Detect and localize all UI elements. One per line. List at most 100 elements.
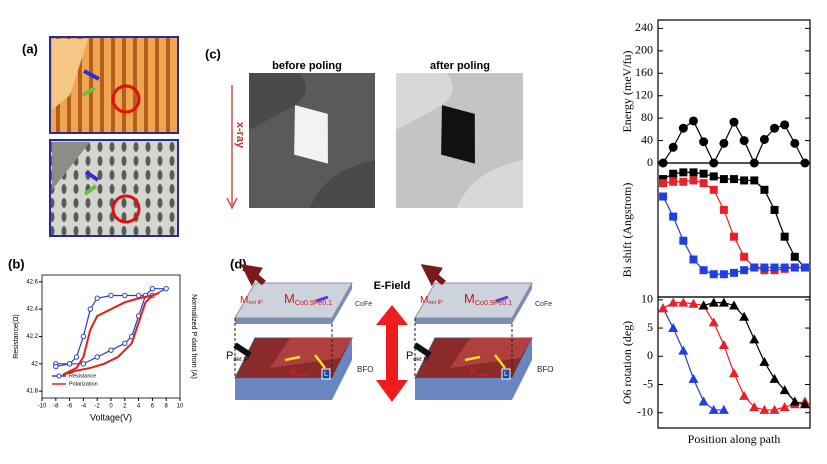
marker [719, 138, 729, 148]
marker [780, 232, 789, 241]
series-line [703, 302, 806, 405]
series-line [55, 288, 167, 368]
x-axis-label: Voltage(V) [90, 412, 132, 422]
l-box [501, 368, 511, 380]
label-main: P [406, 350, 413, 362]
marker [739, 311, 750, 321]
marker [659, 175, 668, 184]
marker [730, 268, 738, 277]
marker [80, 333, 87, 340]
panel-label: (c) [205, 46, 221, 61]
marker [94, 295, 100, 301]
marker [699, 179, 708, 188]
marker [699, 266, 708, 275]
marker [708, 297, 719, 307]
marker [698, 300, 709, 310]
arrow-mnet [240, 264, 266, 287]
schematic-label: BFO [537, 365, 553, 374]
marker [668, 142, 678, 152]
y-tick-label: 42 [31, 361, 38, 367]
marker [659, 179, 668, 188]
marker [53, 363, 59, 370]
axis-label: x-ray [234, 122, 246, 149]
marker [679, 177, 688, 186]
schematic-label: Pdet IP [406, 350, 429, 363]
bfo-edge [415, 338, 532, 400]
y-tick-label: 5 [647, 320, 653, 334]
marker [750, 263, 759, 272]
marker [66, 361, 73, 367]
marker [122, 340, 128, 347]
x-axis-label: Position along path [688, 432, 781, 446]
schematic-label: L [504, 371, 508, 378]
arrow-y [464, 354, 506, 369]
arrow-y [284, 354, 326, 369]
chart: 41.8 42 42.2 42.4 42.6 -10 -8 -6 -4 -2 0 2 4 6 8 10 Resi… [13, 274, 197, 422]
y-tick-label: 160 [635, 65, 653, 79]
label-sub: Co0.9Fe0.1 [295, 299, 332, 307]
label-main: P [226, 350, 233, 362]
field-label: E-Field [374, 280, 411, 292]
chart: 0 40 80 120 160 200 240 Energy (meV/fu) [620, 19, 811, 169]
marker [790, 252, 799, 261]
y-tick-label: 42.2 [26, 334, 38, 340]
marker [699, 137, 709, 147]
peem-image [396, 73, 523, 208]
x-tick-label: 8 [165, 404, 169, 410]
legend-label: Resistance [69, 373, 96, 379]
l-box [321, 368, 331, 380]
marker [749, 402, 760, 412]
schematic-label: Pdet IP [226, 350, 249, 363]
marker [658, 303, 669, 313]
marker [668, 297, 679, 307]
label-main: M [284, 291, 295, 306]
marker [719, 270, 728, 279]
afm-image [49, 36, 179, 134]
x-tick-label: 0 [109, 404, 113, 410]
label-sub: det IP [413, 357, 429, 363]
y-tick-label: 200 [635, 43, 653, 57]
marker [149, 285, 156, 292]
marker [718, 297, 729, 307]
x-tick-label: -8 [53, 404, 59, 410]
label-main: M [470, 369, 476, 376]
schematic-label: Mcontact [290, 369, 309, 377]
marker [94, 354, 100, 360]
marker [669, 212, 678, 221]
marker [740, 176, 749, 185]
marker [760, 185, 769, 194]
y-axis-label: Resistance(Ω) [13, 314, 20, 359]
marker [718, 404, 729, 414]
label-main: M [290, 369, 296, 376]
marker [163, 285, 169, 292]
marker [759, 356, 770, 366]
marker [709, 270, 718, 279]
marker [679, 168, 688, 177]
y-axis-label: O6 rotation (deg) [620, 321, 634, 404]
marker [770, 123, 780, 133]
marker [739, 136, 749, 146]
marker [669, 169, 678, 178]
arrow-p [233, 342, 252, 358]
marker [769, 404, 780, 414]
double-arrow [376, 305, 408, 402]
y-tick-label: 0 [647, 348, 653, 362]
label-sub: net IP [248, 300, 263, 306]
marker [108, 347, 114, 353]
y-tick-label: -10 [637, 405, 653, 419]
label-main: M [420, 295, 428, 306]
cofe-edge [415, 283, 532, 324]
marker [780, 263, 789, 272]
series-line [662, 171, 806, 268]
legend-swatch [56, 373, 62, 379]
plot-frame [657, 19, 811, 164]
y-tick-label: 0 [647, 155, 653, 169]
marker [739, 390, 750, 400]
marker [689, 168, 698, 177]
schematic-label: MCo0.9Fe0.1 [284, 291, 332, 306]
marker [769, 373, 780, 383]
label-sub: contact [296, 373, 309, 377]
x-tick-label: -10 [38, 404, 47, 410]
